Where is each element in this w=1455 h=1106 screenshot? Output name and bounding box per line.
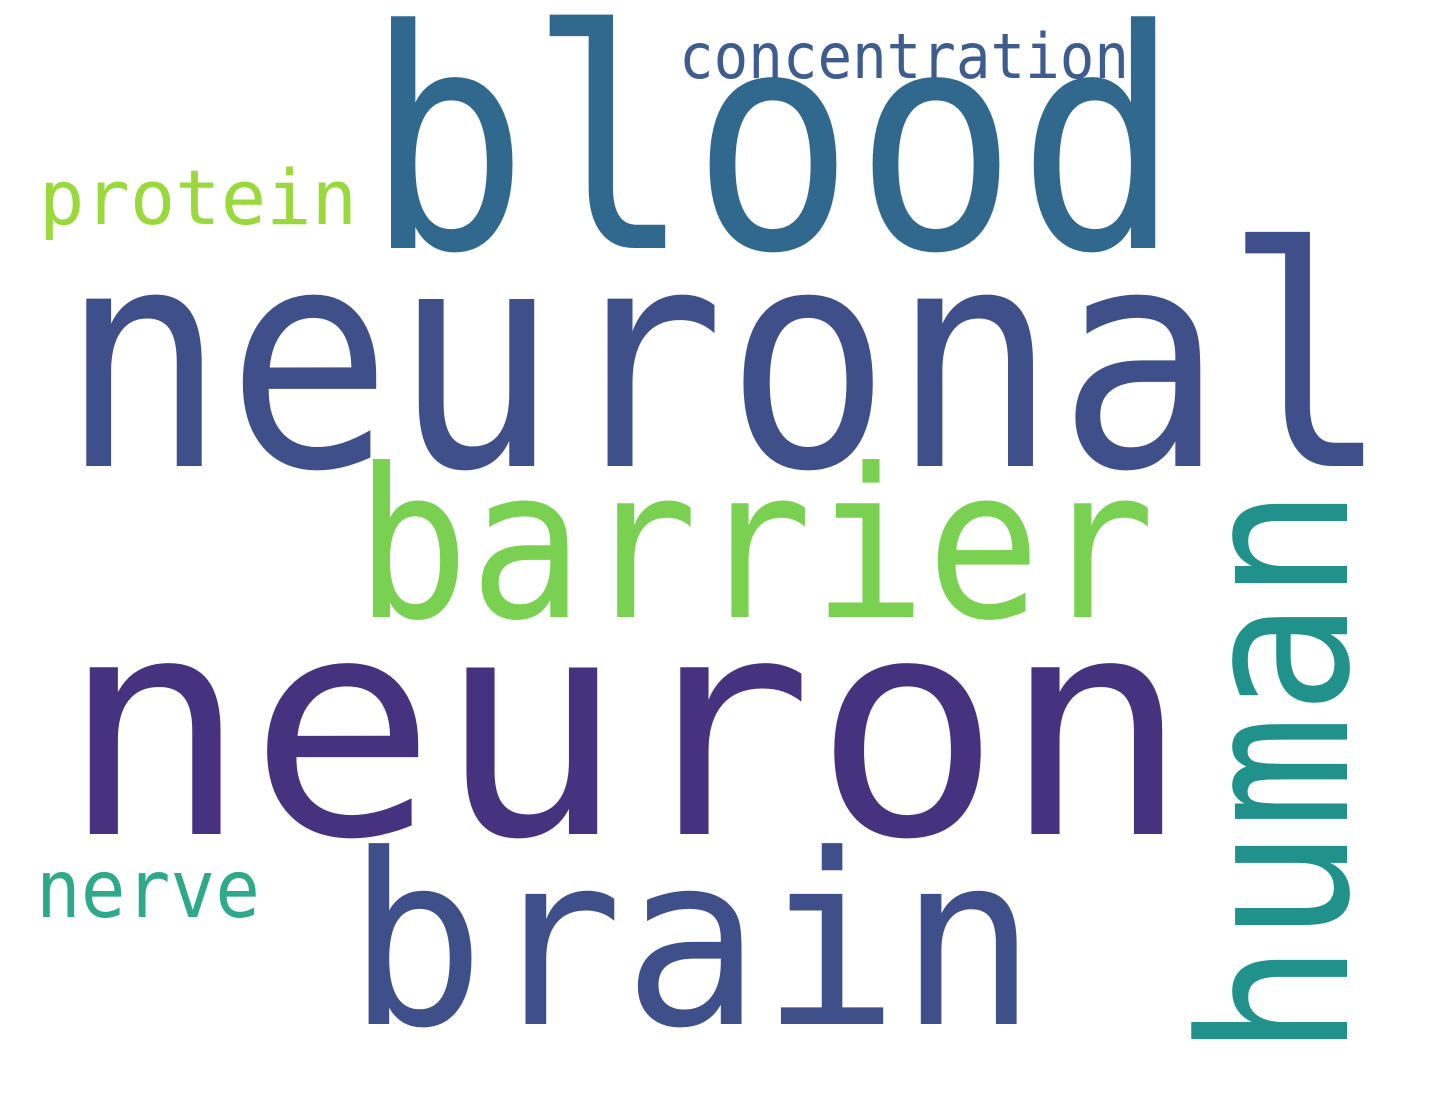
word-barrier: barrier (355, 425, 1155, 667)
word-human: human (1158, 487, 1396, 1057)
word-nerve: nerve (36, 843, 260, 936)
word-neuronal: neuronal (60, 183, 1390, 539)
word-concentration: concentration (679, 20, 1129, 93)
word-protein: protein (39, 153, 357, 242)
word-blood: blood (366, 0, 1181, 320)
word-neuron: neuron (60, 551, 1190, 906)
word-brain: brain (347, 804, 1037, 1081)
